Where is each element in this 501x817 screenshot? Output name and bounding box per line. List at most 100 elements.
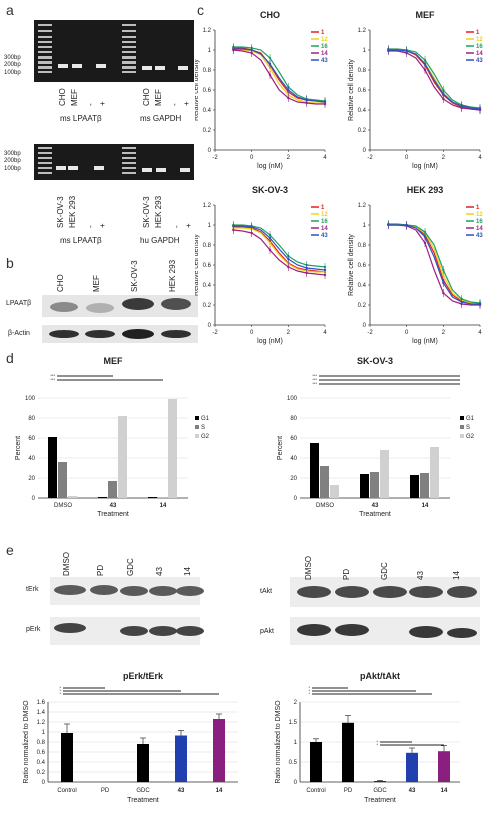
significance-label: *** bbox=[50, 373, 55, 378]
bar-chart-title: pErk/tErk bbox=[123, 672, 164, 681]
x-tick-label: 2 bbox=[287, 330, 291, 336]
data-point bbox=[478, 107, 482, 111]
y-tick-label: 100 bbox=[25, 396, 36, 402]
legend-label: 1 bbox=[476, 205, 480, 211]
y-axis-label: Ratio normalized to DMSO bbox=[23, 700, 30, 784]
bar-G2 bbox=[68, 496, 77, 498]
x-tick-label: 2 bbox=[442, 155, 446, 161]
y-tick-label: 0 bbox=[32, 496, 36, 502]
gel-bottom-lane-left-0: SK-OV-3 bbox=[56, 196, 65, 228]
western-e-right-lane-1: PD bbox=[342, 568, 351, 580]
data-point bbox=[305, 266, 308, 270]
data-point bbox=[405, 223, 408, 227]
bar-G1 bbox=[310, 443, 319, 498]
western-e-right-lane-4: 14 bbox=[452, 571, 461, 580]
data-point bbox=[268, 56, 272, 60]
western-e-left bbox=[50, 577, 204, 645]
data-point bbox=[232, 224, 235, 228]
western-e-right-row-takt: tAkt bbox=[260, 588, 273, 595]
gel-bottom-ladder-left bbox=[38, 147, 52, 174]
series-line-1 bbox=[388, 224, 481, 305]
series-line-43 bbox=[388, 49, 481, 110]
data-point bbox=[442, 281, 445, 285]
western-e-left-lane-4: 14 bbox=[183, 567, 192, 576]
x-axis-label: Treatment bbox=[127, 797, 159, 804]
data-point bbox=[250, 231, 253, 235]
gel-top-ladder-label-100: 100bp bbox=[4, 70, 21, 76]
significance-label: *** bbox=[312, 373, 317, 378]
gel-bottom-lane-left-2: - bbox=[86, 225, 95, 228]
data-point bbox=[232, 47, 235, 51]
data-point bbox=[387, 223, 390, 227]
western-b-row2-bands bbox=[49, 329, 191, 339]
category-label: Control bbox=[306, 788, 325, 794]
bar-S bbox=[58, 462, 67, 498]
line-chart-title: HEK 293 bbox=[407, 185, 444, 195]
western-b-row1 bbox=[42, 295, 198, 317]
y-tick-label: 0.4 bbox=[203, 108, 212, 114]
western-b-lane-1: MEF bbox=[92, 275, 101, 292]
y-tick-label: 0.8 bbox=[358, 68, 367, 74]
bar-G1 bbox=[360, 474, 369, 498]
bar-GDC bbox=[137, 744, 149, 782]
gel-bottom-bands bbox=[56, 166, 190, 172]
y-tick-label: 0.6 bbox=[358, 263, 367, 269]
x-axis-label: Treatment bbox=[97, 511, 129, 518]
series-line-16 bbox=[388, 223, 481, 304]
y-tick-label: 0 bbox=[294, 496, 298, 502]
legend-label: 43 bbox=[321, 233, 328, 239]
panel-letter-e: e bbox=[6, 542, 14, 558]
data-point bbox=[287, 96, 290, 100]
y-tick-label: 0.5 bbox=[289, 760, 298, 766]
data-point bbox=[323, 268, 327, 272]
y-tick-label: 1.2 bbox=[203, 28, 212, 34]
series-line-16 bbox=[388, 48, 481, 109]
category-label: DMSO bbox=[54, 503, 72, 509]
x-axis-label: log (nM) bbox=[257, 163, 283, 170]
data-point bbox=[442, 92, 445, 96]
legend-label: S bbox=[466, 425, 470, 431]
x-tick-label: 4 bbox=[323, 330, 327, 336]
x-axis-label: log (nM) bbox=[257, 338, 283, 345]
category-label: PD bbox=[101, 788, 110, 794]
gel-bottom-ladder-label-300: 300bp bbox=[4, 151, 21, 157]
x-tick-label: -2 bbox=[367, 330, 373, 336]
series-line-12 bbox=[233, 227, 325, 273]
significance-label: * bbox=[308, 685, 310, 690]
series-line-12 bbox=[233, 49, 325, 104]
legend-label: 16 bbox=[476, 44, 483, 50]
y-tick-label: 0.8 bbox=[203, 243, 212, 249]
category-label: 14 bbox=[422, 503, 429, 509]
y-tick-label: 1 bbox=[42, 730, 46, 736]
cell-cycle-chart-0: MEF 0 20 40 60 80 100 Percent Treatment DMSO 43 14 G… bbox=[15, 356, 210, 518]
significance-label: *** bbox=[312, 377, 317, 382]
legend-swatch bbox=[460, 434, 464, 438]
x-tick-label: -2 bbox=[212, 330, 218, 336]
category-label: Control bbox=[57, 788, 76, 794]
category-label: 14 bbox=[216, 788, 223, 794]
significance-label: *** bbox=[312, 381, 317, 386]
western-b bbox=[42, 295, 198, 343]
y-axis-label: Percent bbox=[15, 436, 22, 460]
data-point bbox=[423, 241, 427, 245]
bar-G2 bbox=[168, 399, 177, 498]
y-tick-label: 0 bbox=[363, 323, 367, 329]
x-tick-label: 0 bbox=[250, 330, 254, 336]
legend-swatch bbox=[195, 416, 199, 420]
bar-14 bbox=[438, 751, 450, 782]
category-label: PD bbox=[344, 788, 353, 794]
gel-top-bands bbox=[58, 64, 188, 70]
y-axis-label: Percent bbox=[277, 436, 284, 460]
y-tick-label: 0.6 bbox=[37, 750, 46, 756]
legend-label: G1 bbox=[201, 416, 210, 422]
gel-top-lane-left-2: - bbox=[86, 103, 95, 106]
cell-cycle-chart-1: SK-OV-3 0 20 40 60 80 100 Percent Treatment DMSO 4… bbox=[277, 356, 475, 518]
western-e-right-lane-2: GDC bbox=[380, 562, 389, 580]
bar-43 bbox=[175, 735, 187, 782]
category-label: GDC bbox=[136, 788, 150, 794]
legend-label: 16 bbox=[321, 219, 328, 225]
bar-G1 bbox=[48, 437, 57, 498]
y-tick-label: 1 bbox=[208, 223, 212, 229]
y-tick-label: 80 bbox=[28, 416, 35, 422]
